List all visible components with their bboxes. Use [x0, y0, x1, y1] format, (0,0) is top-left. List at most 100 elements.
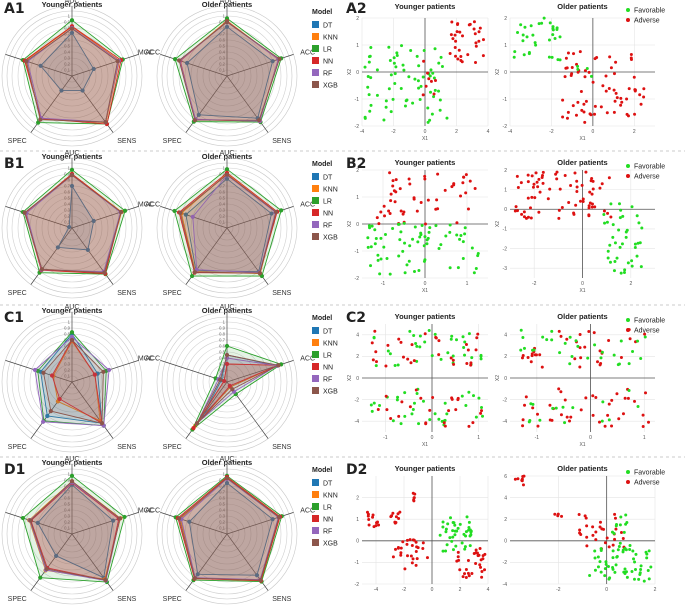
radar-title: Older patients	[202, 458, 252, 467]
x-axis-label: X1	[422, 136, 428, 142]
scatter-point-adverse	[560, 514, 564, 518]
radar-tick-label: 0.7	[64, 184, 70, 189]
scatter-point-adverse	[597, 420, 601, 424]
radar-axis-label-spec: SPEC	[163, 596, 182, 603]
scatter-point-favorable	[441, 549, 445, 553]
scatter-point-favorable	[418, 334, 422, 338]
scatter-point-favorable	[606, 256, 610, 260]
y-tick-label: -1	[355, 97, 360, 103]
scatter-point-favorable	[615, 522, 619, 526]
scatter-point-favorable	[444, 549, 448, 553]
scatter-point-favorable	[458, 522, 462, 526]
scatter-point-favorable	[628, 547, 632, 551]
radar-point-dt	[254, 573, 260, 578]
radar-axis-label-sens: SENS	[117, 138, 136, 145]
scatter-point-favorable	[540, 21, 544, 25]
radar-spoke	[71, 381, 114, 439]
radar-axis-label-sens: SENS	[272, 596, 291, 603]
y-tick-label: 6	[504, 474, 507, 480]
scatter-point-adverse	[613, 537, 617, 541]
scatter-point-adverse	[523, 403, 527, 407]
scatter-point-favorable	[593, 556, 597, 560]
radar-tick-label: 0.3	[219, 514, 225, 519]
radar-axis-label-acc: ACC	[145, 508, 160, 515]
radar-tick-label: 1	[223, 472, 226, 477]
radar-tick-label: 1	[68, 14, 71, 19]
scatter-point-adverse	[466, 207, 470, 211]
scatter-point-adverse	[421, 547, 425, 551]
scatter-point-adverse	[577, 513, 581, 517]
radar-tick-label: 0.3	[219, 208, 225, 213]
scatter-point-favorable	[369, 245, 373, 249]
radar-tick-label: 0.1	[219, 68, 225, 73]
radar-tick-label: 0.6	[64, 190, 70, 195]
scatter-point-favorable	[613, 260, 617, 264]
scatter-point-adverse	[393, 520, 397, 524]
scatter-point-favorable	[395, 51, 399, 55]
scatter-point-favorable	[626, 261, 630, 265]
radar-tick-label: 1	[223, 320, 226, 325]
scatter-point-adverse	[553, 512, 557, 516]
radar-tick-label: 0.7	[219, 338, 225, 343]
scatter-point-adverse	[460, 60, 464, 64]
legend-title: Model	[312, 9, 332, 16]
y-tick-label: 4	[504, 495, 507, 501]
legend-label-rf: RF	[323, 71, 332, 78]
scatter-point-favorable	[411, 237, 415, 241]
radar-point-xgb	[38, 117, 43, 122]
scatter-point-favorable	[403, 391, 407, 395]
radar-point-dt	[67, 224, 72, 230]
scatter-point-adverse	[467, 574, 471, 578]
radar-spoke	[71, 512, 139, 535]
legend-swatch-lr	[312, 503, 319, 510]
scatter-point-adverse	[397, 414, 401, 418]
radar-tick-label: 0.4	[64, 202, 70, 207]
scatter-title: Older patients	[557, 312, 607, 321]
scatter-point-adverse	[384, 394, 388, 398]
scatter-point-adverse	[423, 177, 427, 181]
scatter-point-adverse	[619, 96, 623, 100]
scatter-point-favorable	[437, 247, 441, 251]
scatter-point-favorable	[431, 71, 435, 75]
legend-label-lr: LR	[323, 353, 332, 360]
legend-marker-favorable	[626, 164, 630, 168]
scatter-point-adverse	[419, 396, 423, 400]
scatter-point-favorable	[647, 577, 651, 581]
radar-series-xgb	[178, 21, 281, 121]
legend-label-rf: RF	[323, 223, 332, 230]
scatter-point-favorable	[370, 409, 374, 413]
scatter-point-favorable	[454, 338, 458, 342]
radar-point-lr	[172, 57, 178, 62]
scatter-point-favorable	[402, 68, 406, 72]
scatter-point-favorable	[419, 84, 423, 88]
scatter-point-adverse	[422, 59, 426, 63]
legend-label-knn: KNN	[323, 35, 338, 42]
radar-tick-label: 0.8	[219, 332, 225, 337]
scatter-point-favorable	[413, 77, 417, 81]
radar-tick-label: 0.7	[64, 490, 70, 495]
scatter-point-favorable	[395, 398, 399, 402]
legend-label-nn: NN	[323, 211, 333, 218]
scatter-point-adverse	[567, 419, 571, 423]
scatter-point-favorable	[391, 97, 395, 101]
scatter-point-adverse	[621, 412, 625, 416]
scatter-point-favorable	[464, 403, 468, 407]
scatter-point-adverse	[593, 104, 597, 108]
scatter-point-favorable	[619, 271, 623, 275]
scatter-point-favorable	[410, 412, 414, 416]
scatter-point-adverse	[367, 523, 371, 527]
scatter-point-favorable	[463, 547, 467, 551]
radar-point-dt	[195, 572, 200, 577]
radar-point-xgb	[24, 59, 29, 64]
scatter-point-adverse	[413, 492, 417, 496]
x-tick-label: 1	[466, 281, 469, 287]
scatter-point-adverse	[582, 110, 586, 114]
y-tick-label: 2	[356, 168, 359, 174]
scatter-point-favorable	[608, 260, 612, 264]
radar-point-dt	[59, 88, 64, 93]
scatter-point-favorable	[608, 243, 612, 247]
scatter-point-favorable	[366, 245, 370, 249]
radar-tick-label: 0.9	[219, 326, 225, 331]
scatter-point-favorable	[430, 112, 434, 116]
scatter-point-adverse	[535, 180, 539, 184]
